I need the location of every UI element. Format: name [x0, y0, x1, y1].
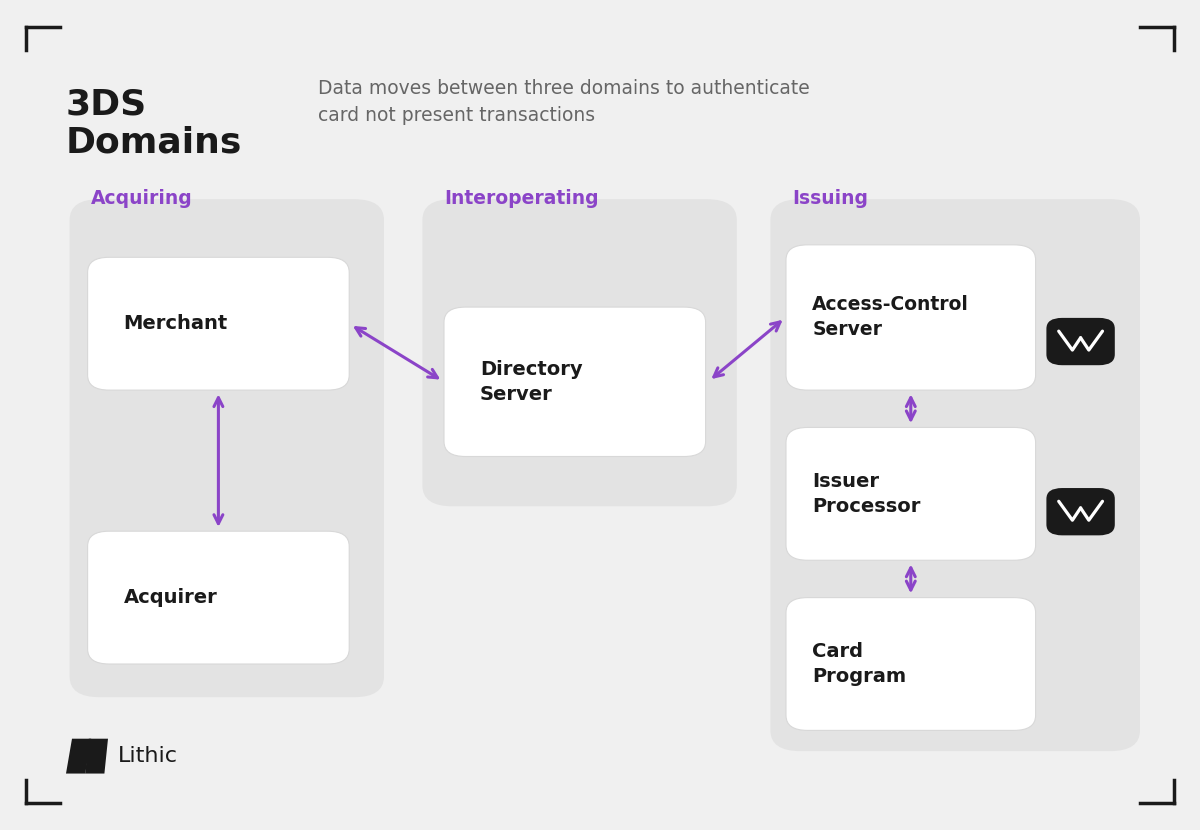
FancyBboxPatch shape	[444, 307, 706, 457]
FancyBboxPatch shape	[70, 199, 384, 697]
FancyBboxPatch shape	[1046, 318, 1115, 365]
Text: Interoperating: Interoperating	[444, 188, 599, 208]
Polygon shape	[85, 739, 108, 774]
Text: Acquiring: Acquiring	[91, 188, 193, 208]
FancyBboxPatch shape	[422, 199, 737, 506]
Text: Data moves between three domains to authenticate
card not present transactions: Data moves between three domains to auth…	[318, 79, 810, 125]
FancyBboxPatch shape	[770, 199, 1140, 751]
Polygon shape	[66, 739, 91, 774]
FancyBboxPatch shape	[786, 427, 1036, 560]
Text: Directory
Server: Directory Server	[480, 359, 583, 404]
FancyBboxPatch shape	[786, 598, 1036, 730]
Text: Issuing: Issuing	[792, 188, 868, 208]
Text: 3DS
Domains: 3DS Domains	[66, 87, 242, 159]
Text: Acquirer: Acquirer	[124, 588, 217, 607]
Text: Merchant: Merchant	[124, 315, 228, 333]
Text: Access-Control
Server: Access-Control Server	[812, 295, 970, 339]
FancyBboxPatch shape	[1046, 488, 1115, 535]
Text: Card
Program: Card Program	[812, 642, 906, 686]
FancyBboxPatch shape	[786, 245, 1036, 390]
FancyBboxPatch shape	[88, 257, 349, 390]
Text: Lithic: Lithic	[118, 746, 178, 766]
FancyBboxPatch shape	[88, 531, 349, 664]
Text: Issuer
Processor: Issuer Processor	[812, 471, 920, 516]
